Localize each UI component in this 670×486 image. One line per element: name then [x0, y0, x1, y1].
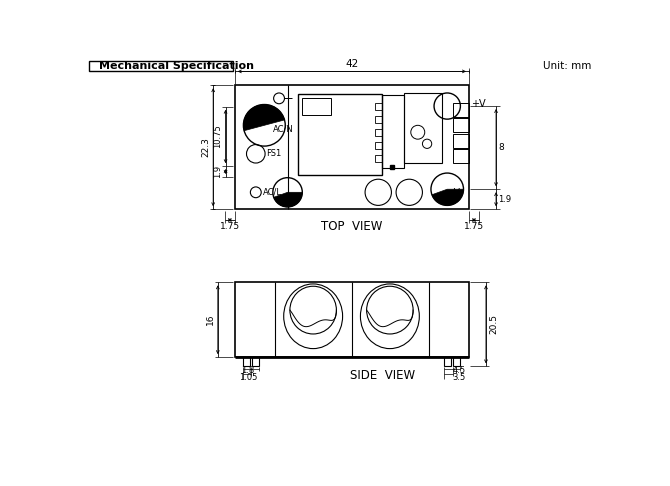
- Bar: [252, 357, 259, 366]
- Bar: [454, 134, 469, 148]
- Bar: [302, 98, 331, 115]
- Text: 1.8: 1.8: [241, 366, 255, 376]
- Bar: [375, 116, 382, 123]
- Text: 1.9: 1.9: [498, 195, 511, 204]
- Bar: [298, 94, 382, 174]
- Text: 10.75: 10.75: [214, 124, 222, 148]
- Bar: [235, 282, 469, 357]
- Ellipse shape: [283, 284, 342, 348]
- Text: 20.5: 20.5: [489, 313, 498, 333]
- Bar: [243, 357, 250, 366]
- Bar: [235, 85, 469, 209]
- Text: AC/L: AC/L: [263, 188, 282, 197]
- Bar: [454, 103, 469, 117]
- Ellipse shape: [360, 284, 419, 348]
- Wedge shape: [274, 192, 302, 207]
- Text: 1.75: 1.75: [464, 222, 484, 231]
- Text: 1.75: 1.75: [220, 222, 240, 231]
- Text: -V: -V: [451, 188, 460, 197]
- Text: Unit: mm: Unit: mm: [543, 61, 592, 70]
- Bar: [454, 149, 469, 163]
- Bar: [375, 103, 382, 110]
- Ellipse shape: [290, 286, 336, 334]
- Text: 1.9: 1.9: [214, 165, 222, 178]
- Bar: [444, 357, 451, 366]
- Wedge shape: [243, 104, 285, 131]
- Text: FS1: FS1: [266, 149, 281, 158]
- Text: 42: 42: [345, 59, 358, 69]
- Text: Mechanical Specification: Mechanical Specification: [99, 61, 254, 70]
- Bar: [454, 357, 460, 366]
- Bar: [375, 129, 382, 136]
- Bar: [89, 62, 96, 69]
- Bar: [404, 93, 442, 163]
- Wedge shape: [432, 189, 464, 206]
- Text: 8: 8: [498, 143, 504, 152]
- Text: 4.5: 4.5: [452, 366, 466, 376]
- Text: SIDE  VIEW: SIDE VIEW: [350, 369, 415, 382]
- Bar: [375, 156, 382, 162]
- Bar: [454, 119, 469, 132]
- Text: 1.05: 1.05: [239, 373, 257, 382]
- Text: 3.5: 3.5: [452, 373, 466, 382]
- Text: TOP  VIEW: TOP VIEW: [321, 220, 383, 233]
- Bar: [89, 61, 232, 70]
- Text: +V: +V: [471, 99, 486, 109]
- Text: 16: 16: [206, 314, 214, 326]
- Bar: [382, 95, 404, 169]
- Text: 22.3: 22.3: [201, 138, 210, 157]
- Bar: [375, 142, 382, 149]
- Text: AC/N: AC/N: [273, 125, 293, 134]
- Ellipse shape: [366, 286, 413, 334]
